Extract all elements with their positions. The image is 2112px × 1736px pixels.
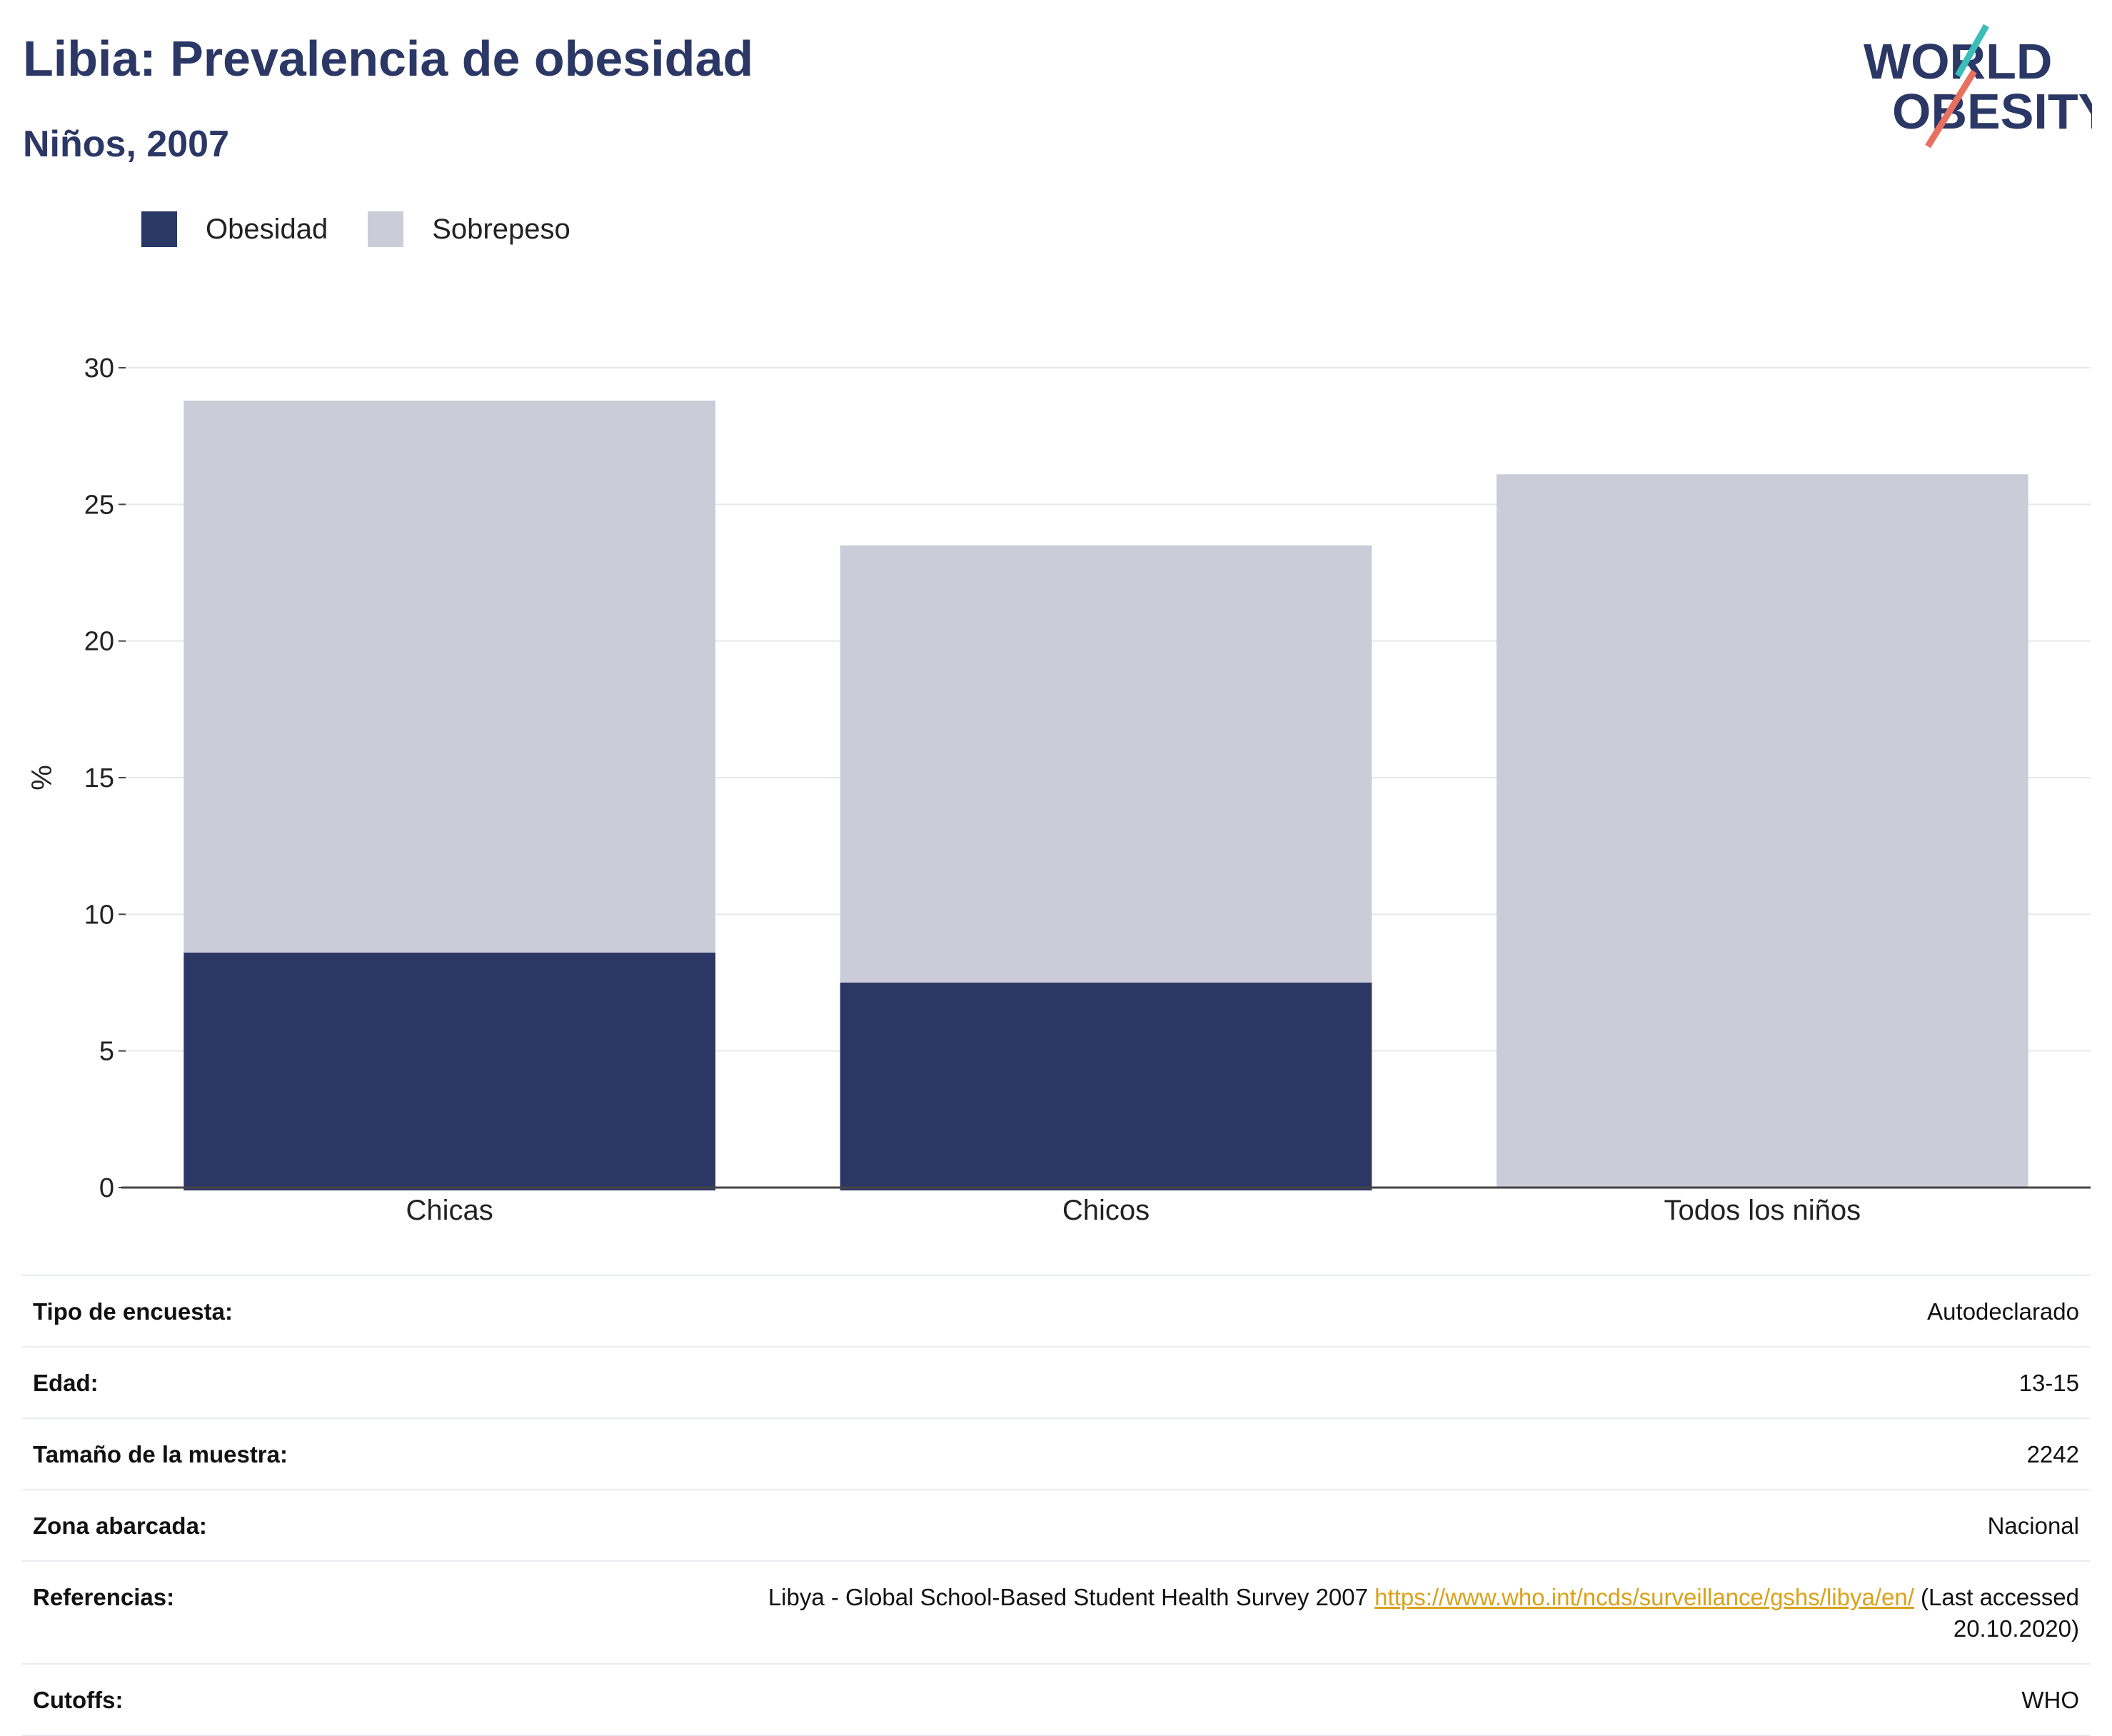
y-tick-label: 0 [99,1173,114,1203]
info-row-area: Zona abarcada: Nacional [21,1490,2091,1562]
stacked-bar-chart: 0 5 10 15 20 25 30% Chicas Chicos Todos los niños [26,353,2091,1226]
chart-subtitle: Niños, 2007 [23,124,230,165]
legend-swatch-sobrepeso [368,211,404,247]
info-key: Zona abarcada: [33,1512,207,1539]
info-key: Edad: [33,1370,99,1396]
references-link[interactable]: https://www.who.int/ncds/surveillance/gs… [1374,1584,1914,1610]
legend-label-obesidad: Obesidad [206,213,328,245]
bar-sobrepeso [183,400,715,953]
info-value: WHO [2021,1687,2079,1713]
references-suffix: (Last accessed 20.10.2020) [1914,1584,2079,1642]
info-key: Referencias: [33,1584,175,1610]
chart-legend: Obesidad Sobrepeso [141,211,610,247]
logo-teal-slash [1955,24,1989,78]
logo-line-1: WORLD [1864,34,2052,89]
y-tick-label: 10 [84,900,114,930]
logo-line-2: OBESITY [1892,84,2092,139]
info-key: Cutoffs: [33,1687,124,1713]
info-key: Tipo de encuesta: [33,1298,233,1325]
bar-sobrepeso [840,545,1372,983]
info-value: 13-15 [2018,1370,2079,1396]
info-value: Autodeclarado [1927,1298,2079,1325]
y-tick-label: 25 [84,490,114,520]
bar-obesidad [183,952,715,1190]
logo-red-slash [1925,69,1977,149]
y-tick-label: 20 [84,627,114,657]
survey-info-table: Tipo de encuesta: Autodeclarado Edad: 13… [21,1275,2091,1736]
info-row-sample-size: Tamaño de la muestra: 2242 [21,1419,2091,1490]
chart-title: Libia: Prevalencia de obesidad [23,31,754,86]
y-tick-label: 5 [99,1037,114,1067]
references-value: Libya - Global School-Based Student Heal… [651,1582,2079,1645]
legend-item-obesidad: Obesidad [141,211,328,247]
references-text: Libya - Global School-Based Student Heal… [768,1584,1375,1610]
legend-item-sobrepeso: Sobrepeso [368,211,570,247]
legend-label-sobrepeso: Sobrepeso [432,213,570,245]
x-tick-label: Chicas [406,1195,493,1226]
info-value: 2242 [2026,1441,2079,1467]
info-row-age: Edad: 13-15 [21,1348,2091,1419]
legend-swatch-obesidad [141,211,177,247]
y-tick-label: 15 [84,763,114,793]
info-row-survey-type: Tipo de encuesta: Autodeclarado [21,1276,2091,1348]
x-tick-label: Chicos [1062,1195,1150,1226]
y-tick-label: 30 [84,353,114,383]
y-axis-title: % [26,765,58,791]
info-row-cutoffs: Cutoffs: WHO [21,1665,2091,1736]
info-row-references: Referencias: Libya - Global School-Based… [21,1562,2091,1665]
info-value: Nacional [1987,1512,2079,1539]
x-tick-label: Todos los niños [1664,1195,1861,1226]
world-obesity-logo: WORLD OBESITY [1864,24,2092,149]
info-key: Tamaño de la muestra: [33,1441,288,1467]
bar-sobrepeso [1497,474,2028,1188]
bar-obesidad [840,983,1372,1190]
